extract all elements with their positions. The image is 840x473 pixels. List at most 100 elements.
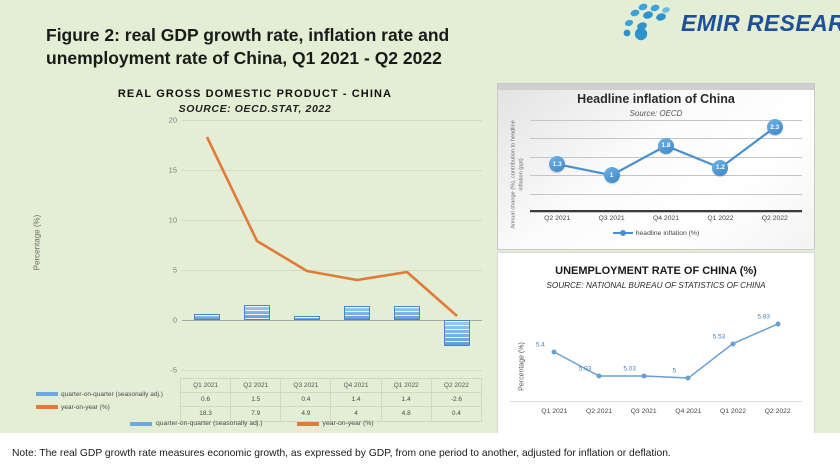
inflation-gridline [530, 120, 802, 121]
table-cell: 4.8 [380, 406, 432, 422]
gdp-plot-area: -5 0 5 10 15 20 [169, 116, 482, 375]
gdp-gridline [182, 270, 482, 271]
gdp-legend-label: year-on-year (%) [322, 420, 374, 427]
gdp-gridline [182, 120, 482, 121]
gdp-gridline [182, 370, 482, 371]
legend-swatch [130, 421, 152, 426]
gdp-bar [244, 305, 270, 320]
unemployment-data-label: 5.53 [712, 333, 726, 341]
gdp-gridline [182, 170, 482, 171]
inflation-data-point: 1.8 [658, 137, 674, 154]
inflation-gridline [530, 193, 802, 195]
unemployment-x-tick-label: Q2 2022 [764, 408, 791, 415]
inflation-chart-panel: Headline inflation of China Source: OECD… [497, 83, 815, 250]
unemployment-data-label: 5.83 [757, 313, 770, 321]
gdp-bar [394, 306, 420, 320]
gdp-bar [194, 314, 220, 320]
table-column-header: Q4 2021 [330, 377, 382, 394]
legend-swatch [296, 421, 319, 426]
inflation-chart-title: Headline inflation of China [577, 92, 735, 106]
inflation-gridline [530, 156, 802, 158]
table-cell: 18.3 [179, 406, 232, 422]
table-header-row: Q1 2021 Q2 2021 Q3 2021 Q4 2021 Q1 2022 Q2 20… [179, 377, 483, 394]
table-column-header: Q1 2021 [179, 377, 232, 394]
legend-swatch [36, 405, 58, 410]
table-column-header: Q2 2022 [430, 377, 483, 394]
gdp-y-axis-label: Percentage (%) [32, 214, 42, 271]
inflation-data-point: 1.3 [549, 156, 566, 173]
inflation-x-tick-label: Q4 2021 [652, 215, 680, 222]
unemployment-data-point [596, 373, 602, 379]
unemployment-chart-title: UNEMPLOYMENT RATE OF CHINA (%) [555, 265, 757, 277]
gdp-legend-item: quarter-on-quarter (seasonally adj.) [130, 420, 263, 427]
inflation-data-point: 1 [603, 167, 620, 184]
inflation-axis-line [530, 210, 802, 212]
gdp-table-row-label: year-on-year (%) [61, 404, 110, 412]
unemployment-data-point [685, 375, 691, 381]
unemployment-data-label: 5 [672, 367, 677, 375]
gdp-chart: REAL GROSS DOMESTIC PRODUCT - CHINA SOUR… [20, 88, 490, 433]
table-column-header: Q2 2021 [230, 377, 282, 394]
inflation-gridline [530, 212, 802, 213]
unemployment-plot-area: 5.4 5.03 5.03 5 5.53 5.83 [532, 313, 800, 391]
unemployment-data-label: 5.4 [535, 341, 545, 349]
table-cell: 4 [330, 406, 382, 422]
inflation-y-axis-label: Annual change (%), contribution to headl… [510, 120, 525, 229]
inflation-legend: headline inflation (%) [498, 230, 814, 237]
gdp-y-tick-label: 10 [168, 215, 177, 225]
table-column-header: Q1 2022 [380, 377, 432, 394]
emir-research-logo: EMIR RESEARCH [617, 2, 840, 42]
unemployment-data-label: 5.03 [623, 365, 636, 373]
gdp-gridline [182, 220, 482, 221]
note-text: Note: The real GDP growth rate measures … [12, 447, 671, 459]
gdp-y-tick-label: 5 [172, 265, 177, 275]
table-cell: 0.6 [179, 392, 232, 408]
inflation-x-tick-label: Q3 2021 [598, 215, 625, 222]
table-cell: 1.5 [230, 392, 282, 408]
table-cell: 1.4 [330, 392, 382, 408]
gdp-legend-label: quarter-on-quarter (seasonally adj.) [156, 420, 263, 427]
inflation-plot-area: 1.3 1 1.8 1.2 2.3 [530, 119, 802, 213]
inflation-line [556, 126, 776, 177]
gdp-chart-title: REAL GROSS DOMESTIC PRODUCT - CHINA [117, 88, 393, 100]
gdp-y-tick-label: -5 [170, 365, 177, 375]
table-cell: 0.4 [280, 392, 332, 408]
unemployment-chart-subtitle: SOURCE: NATIONAL BUREAU OF STATISTICS OF… [546, 281, 766, 290]
gdp-table-row-label-item: year-on-year (%) [36, 404, 110, 411]
gdp-zero-line [182, 320, 482, 322]
inflation-x-tick-label: Q2 2021 [544, 215, 571, 222]
table-column-header: Q3 2021 [280, 377, 332, 394]
gdp-bar [344, 306, 370, 320]
gdp-legend: quarter-on-quarter (seasonally adj.) year… [130, 420, 460, 427]
gdp-table-row-label-item: quarter-on-quarter (seasonally adj.) [36, 391, 163, 398]
table-cell: -2.6 [430, 392, 483, 408]
table-row: 0.6 1.5 0.4 1.4 1.4 -2.6 [179, 392, 483, 408]
unemployment-data-point [775, 321, 781, 327]
gdp-year-on-year-line [205, 136, 458, 317]
inflation-legend-label: headline inflation (%) [635, 230, 700, 237]
gdp-bar [444, 320, 470, 346]
gdp-y-tick-label: 20 [168, 115, 177, 125]
unemployment-x-tick-label: Q3 2021 [630, 408, 657, 415]
unemployment-chart-panel: UNEMPLOYMENT RATE OF CHINA (%) SOURCE: N… [497, 252, 815, 434]
gdp-chart-subtitle: SOURCE: OECD.STAT, 2022 [178, 103, 332, 115]
logo-wordmark: EMIR RESEARCH [681, 10, 840, 36]
table-cell: 7.9 [230, 406, 282, 422]
logo-dots-icon [623, 3, 670, 41]
unemployment-axis-line [510, 401, 802, 402]
page-title: Figure 2: real GDP growth rate, inflatio… [46, 25, 450, 69]
inflation-x-tick-label: Q1 2022 [707, 215, 734, 222]
unemployment-data-point [551, 349, 557, 355]
unemployment-x-tick-label: Q2 2021 [585, 408, 613, 415]
gdp-y-tick-label: 15 [168, 165, 177, 175]
inflation-legend-swatch [612, 230, 633, 237]
unemployment-data-point [730, 341, 736, 347]
table-cell: 1.4 [380, 392, 432, 408]
panel-header-strip [498, 84, 814, 90]
inflation-chart-subtitle: Source: OECD [629, 109, 683, 118]
gdp-y-tick-label: 0 [172, 315, 177, 325]
note-bar: Note: The real GDP growth rate measures … [0, 433, 840, 473]
unemployment-data-point [641, 373, 647, 379]
unemployment-data-label: 5.03 [578, 365, 592, 373]
